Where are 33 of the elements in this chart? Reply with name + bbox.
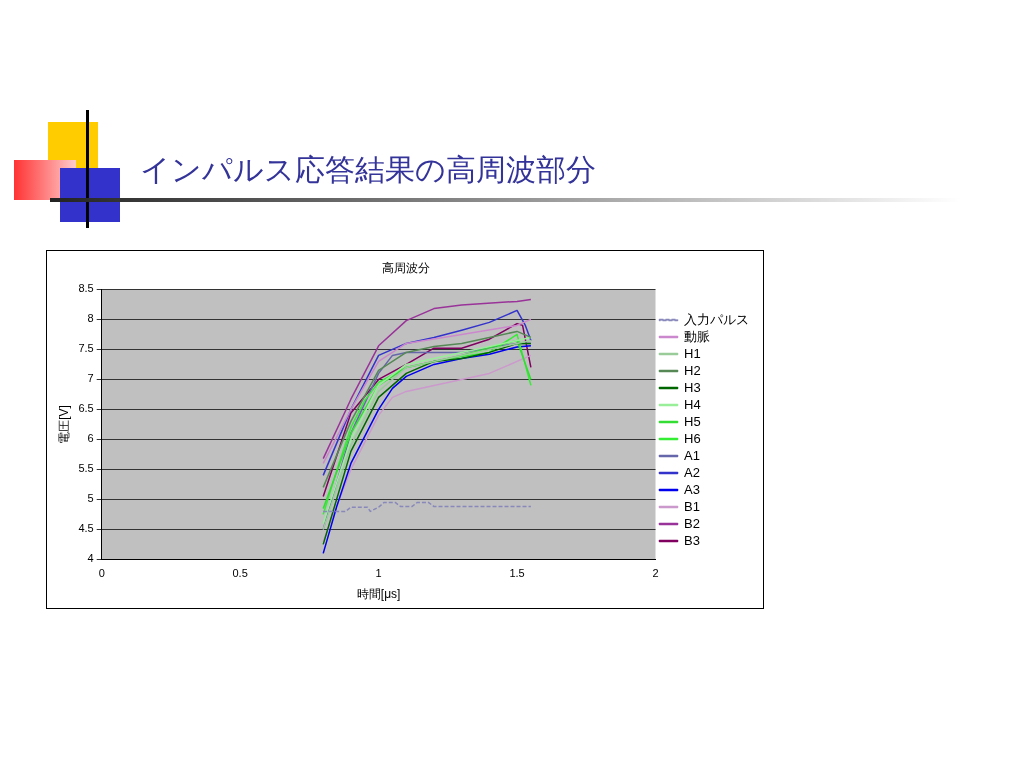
legend-label: H4: [684, 396, 701, 412]
legend-label: B3: [684, 532, 700, 548]
legend-label: H3: [684, 379, 701, 395]
legend-label: H6: [684, 430, 701, 446]
legend-label: 動脈: [684, 328, 710, 344]
y-tick-label: 4.5: [78, 522, 94, 535]
y-tick-label: 8.5: [78, 282, 94, 295]
y-axis-title: 電圧[V]: [56, 405, 71, 444]
chart-title: インパルス応答結果の高周波部分: [140, 151, 596, 189]
x-tick-label: 0.5: [232, 567, 248, 580]
legend-label: A2: [684, 464, 700, 480]
x-axis-title: 時間[μs]: [356, 587, 401, 602]
legend-label: A1: [684, 447, 700, 463]
legend-label: B1: [684, 498, 700, 514]
y-tick-label: 4: [87, 552, 94, 565]
y-tick-label: 6: [87, 432, 94, 445]
legend-label: B2: [684, 515, 700, 531]
y-tick-label: 7: [87, 372, 94, 385]
legend-label: 入力パルス: [684, 311, 749, 327]
legend-label: H1: [684, 345, 701, 361]
legend-label: H2: [684, 362, 701, 378]
y-tick-label: 5: [87, 492, 94, 505]
x-tick-label: 1.5: [509, 567, 525, 580]
y-tick-label: 6.5: [78, 402, 94, 415]
x-tick-label: 1: [375, 567, 382, 580]
legend-label: H5: [684, 413, 701, 429]
y-tick-label: 8: [87, 312, 94, 325]
chart-subtitle: 高周波分: [382, 260, 430, 275]
y-tick-label: 7.5: [78, 342, 94, 355]
y-tick-label: 5.5: [78, 462, 94, 475]
legend-label: A3: [684, 481, 700, 497]
x-tick-label: 2: [652, 567, 659, 580]
x-tick-label: 0: [98, 567, 105, 580]
